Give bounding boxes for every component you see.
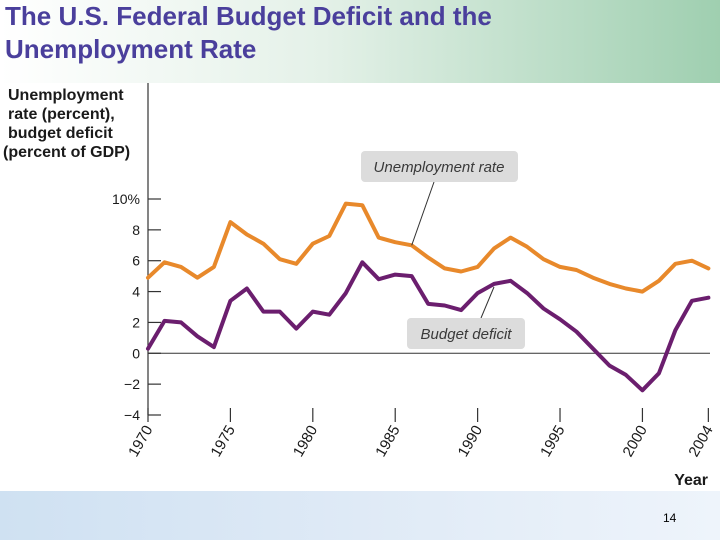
slide-title: The U.S. Federal Budget Deficit and the …: [5, 0, 492, 66]
x-tick-label: 2000: [619, 423, 650, 460]
x-axis-label: Year: [674, 472, 708, 489]
series-layer: [146, 201, 711, 393]
y-tick-label: −4: [124, 407, 140, 423]
slide-title-line-1: The U.S. Federal Budget Deficit and the: [5, 1, 492, 31]
callout-leader-line: [411, 181, 435, 246]
x-tick-label: 1990: [455, 423, 486, 460]
y-tick-label: 8: [132, 222, 140, 238]
callout-label-deficit: Budget deficit: [421, 326, 513, 343]
y-tick-label: 4: [132, 284, 140, 300]
y-axis-label-line: (percent of GDP): [3, 144, 130, 161]
y-axis-label-line: Unemployment: [8, 87, 124, 104]
y-axis-label: Unemployment rate (percent), budget defi…: [3, 87, 130, 161]
callout-leader-line: [480, 286, 495, 319]
callout-box: [407, 318, 525, 349]
callout-deficit: Budget deficit: [407, 286, 525, 349]
page-number: 14: [663, 511, 677, 525]
y-axis-label-line: budget deficit: [8, 125, 114, 142]
x-tick-label: 2004: [685, 423, 716, 460]
y-tick-label: 6: [132, 253, 140, 269]
y-tick-label: 2: [132, 314, 140, 330]
y-tick-label: 10%: [112, 191, 140, 207]
x-tick-label: 1970: [125, 423, 156, 460]
slide-header: The U.S. Federal Budget Deficit and the …: [0, 0, 720, 83]
unemployment-rate-line: [146, 201, 711, 294]
callout-box: [361, 151, 518, 182]
slide-title-line-2: Unemployment Rate: [5, 34, 257, 64]
y-tick-label: 0: [132, 345, 140, 361]
y-tick-label: −2: [124, 376, 140, 392]
callout-unemployment: Unemployment rate: [361, 151, 518, 246]
callout-label-unemployment: Unemployment rate: [374, 159, 505, 176]
slide-footer: [0, 491, 720, 540]
chart: Unemployment rate (percent), budget defi…: [3, 83, 717, 489]
x-tick-label: 1995: [537, 423, 568, 460]
x-tick-label: 1975: [207, 423, 238, 460]
y-axis-label-line: rate (percent),: [8, 106, 115, 123]
x-tick-label: 1980: [290, 423, 321, 460]
x-tick-label: 1985: [372, 423, 403, 460]
